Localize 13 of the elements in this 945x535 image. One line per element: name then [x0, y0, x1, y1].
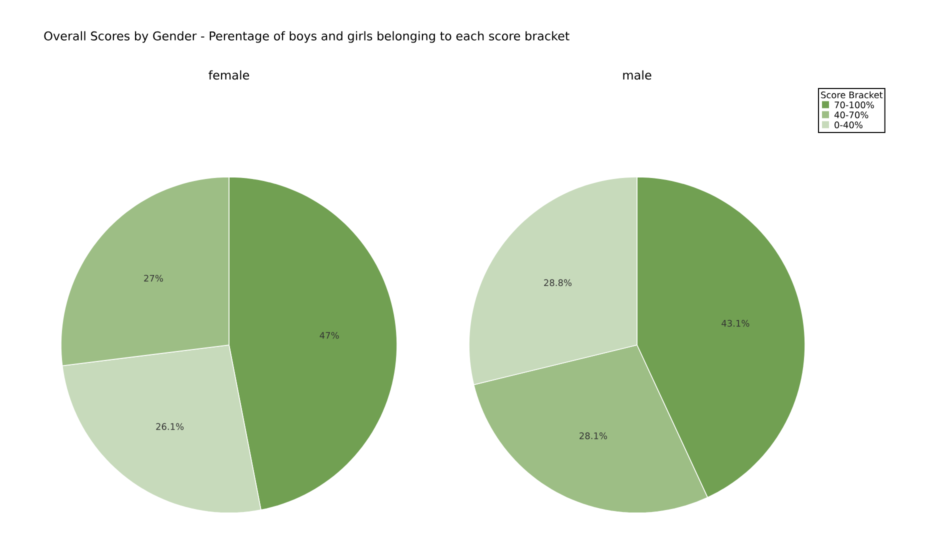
- legend-label: 40-70%: [834, 112, 868, 118]
- data-label: 26.1%: [156, 423, 184, 430]
- chart-title: Overall Scores by Gender - Perentage of boys and girls belonging to each score bracket: [44, 31, 570, 43]
- legend-title: Score Bracket: [821, 91, 883, 98]
- data-label: 27%: [144, 274, 163, 282]
- chart-subtitle: male: [623, 70, 652, 80]
- data-label: 47%: [320, 332, 339, 339]
- chart-subtitle: female: [208, 70, 250, 80]
- legend-label: 0-40%: [834, 122, 862, 128]
- data-label: 43.1%: [722, 320, 750, 327]
- legend-label: 70-100%: [834, 102, 874, 108]
- data-label: 28.1%: [580, 432, 608, 440]
- data-label: 28.8%: [544, 279, 572, 286]
